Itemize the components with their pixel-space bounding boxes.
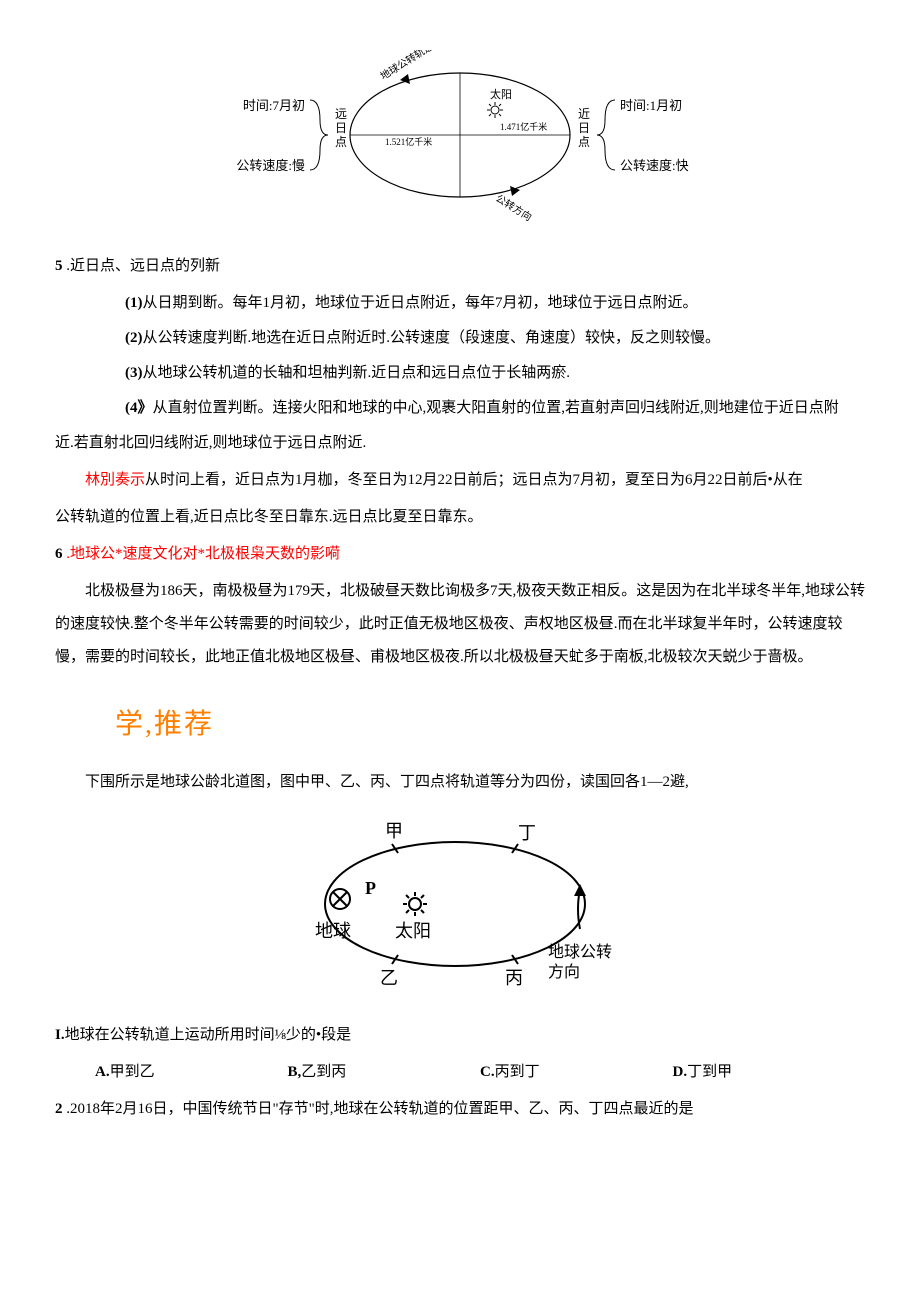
d2-p: P [365, 878, 376, 898]
sec5-title: .近日点、远日点的列新 [66, 258, 220, 274]
d2-yi: 乙 [380, 968, 398, 988]
d1-sun-label: 太阳 [490, 88, 512, 101]
svg-text:点: 点 [578, 135, 590, 149]
recommend-heading: 学,推荐 [115, 694, 865, 756]
q2-stem: 2 .2018年2月16日，中国传统节日"存节"时,地球在公转轨道的位置距甲、乙… [55, 1093, 865, 1126]
orbit-diagram-2: 地球 太阳 P 甲 丁 乙 丙 地球公转 方向 [280, 809, 640, 999]
d1-right-top: 时间:1月初 [620, 98, 682, 113]
tip-label: 林別奏示 [85, 472, 145, 488]
svg-text:日: 日 [335, 121, 347, 135]
d1-far-dist: 1.521亿千米 [385, 136, 432, 147]
sec5-tip-b: 公转轨道的位置上看,近日点比冬至日靠东.远日点比夏至日靠东。 [55, 501, 865, 534]
d1-near-dist: 1.471亿千米 [500, 121, 547, 132]
sec5-item4b: 近.若直射北回归线附近,则地球位于远日点附近. [55, 427, 865, 460]
sec6-para: 北极极昼为186天，南极极昼为179天，北极破昼天数比询极多7天,极夜天数正相反… [55, 575, 865, 674]
q1-opt-d[interactable]: D.丁到甲 [673, 1056, 866, 1089]
sec6-heading: 6 .地球公*速度文化对*北极根枭天数的影嗬 [55, 538, 865, 571]
d1-right-point: 近 [578, 107, 590, 121]
sec5-item2: (2)从公转速度判断.地选在近日点附近时.公转速度（段速度、角速度）较快，反之则… [55, 322, 865, 355]
orbit-diagram-1: 时间:7月初 公转速度:慢 远 日 点 时间:1月初 公转速度:快 近 日 点 … [200, 50, 720, 230]
svg-text:点: 点 [335, 135, 347, 149]
sec5-item1: (1)从日期到断。每年1月初，地球位于近日点附近，每年7月初，地球位于远日点附近… [55, 287, 865, 320]
q1-stem: I.地球在公转轨道上运动所用时间⅛少的•段是 [55, 1019, 865, 1052]
q1-options: A.甲到乙 B,乙到丙 C.丙到丁 D.丁到甲 [55, 1056, 865, 1089]
d1-left-top: 时间:7月初 [243, 98, 305, 113]
sec6-num: 6 [55, 546, 63, 562]
q1-opt-b[interactable]: B,乙到丙 [288, 1056, 481, 1089]
d2-earth: 地球 [315, 921, 351, 941]
d1-left-point: 远 [335, 107, 347, 121]
d2-bing: 丙 [505, 968, 523, 988]
sec5-item3: (3)从地球公转机道的长轴和坦柚判新.近日点和远日点位于长轴两瘀. [55, 357, 865, 390]
d1-right-bottom: 公转速度:快 [620, 158, 689, 173]
q1-opt-a[interactable]: A.甲到乙 [95, 1056, 288, 1089]
sec5-heading: 5 .近日点、远日点的列新 [55, 250, 865, 283]
sec5-item4a: (4》从直射位置判断。连接火阳和地球的中心,观裹大阳直射的位置,若直射声回归线附… [55, 392, 865, 425]
d2-dir2: 方向 [548, 963, 580, 981]
sec5-num: 5 [55, 258, 63, 274]
d2-dir1: 地球公转 [548, 943, 612, 961]
d2-ding: 丁 [518, 823, 536, 843]
d2-jia: 甲 [385, 821, 403, 841]
sec5-tip: 林別奏示从时问上看，近日点为1月枷，冬至日为12月22日前后；远日点为7月初，夏… [55, 464, 865, 497]
q-intro: 下围所示是地球公龄北道图，图中甲、乙、丙、丁四点将轨道等分为四份，读国回各1—2… [55, 766, 865, 799]
sec6-title: .地球公*速度文化对*北极根枭天数的影嗬 [66, 546, 340, 562]
d1-left-bottom: 公转速度:慢 [236, 158, 305, 173]
d2-sun: 太阳 [395, 921, 431, 941]
svg-text:日: 日 [578, 121, 590, 135]
q1-opt-c[interactable]: C.丙到丁 [480, 1056, 673, 1089]
d1-dir-label: 公转方向 [493, 192, 534, 224]
